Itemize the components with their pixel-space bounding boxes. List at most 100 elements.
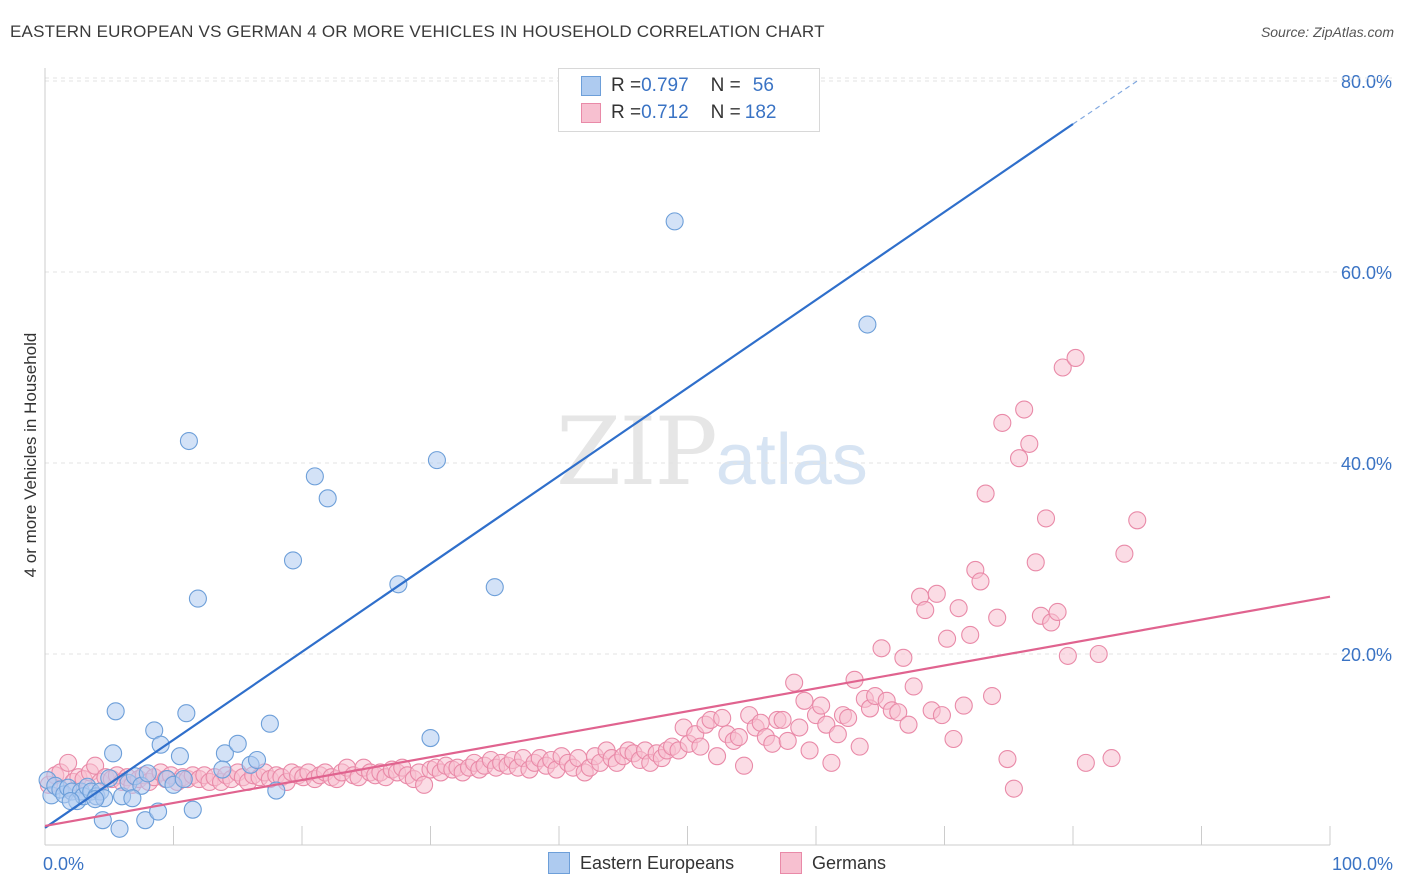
point-german — [961, 625, 980, 644]
point-german — [86, 756, 105, 775]
point-german — [971, 572, 990, 591]
point-german — [1115, 544, 1134, 563]
point-german — [1015, 400, 1034, 419]
point-german — [1036, 509, 1056, 528]
point-eastern-european — [174, 770, 193, 789]
point-german — [763, 734, 782, 753]
point-german — [1020, 434, 1039, 453]
point-german — [734, 756, 754, 775]
point-eastern-european — [318, 489, 337, 508]
point-german — [812, 696, 831, 715]
point-eastern-european — [104, 744, 123, 763]
point-eastern-european — [179, 431, 198, 451]
legend-label: Eastern Europeans — [580, 852, 735, 873]
legend-r-value: 0.712 — [641, 102, 689, 123]
point-eastern-european — [228, 734, 247, 753]
legend-label: Germans — [812, 852, 887, 873]
point-eastern-european — [183, 800, 202, 819]
point-eastern-european — [858, 315, 877, 334]
point-german — [1102, 749, 1121, 768]
point-german — [828, 725, 847, 744]
chart-title: EASTERN EUROPEAN VS GERMAN 4 OR MORE VEH… — [10, 22, 825, 41]
trendline-extension — [1072, 80, 1138, 125]
legend-row-eastern-europeans: R = 0.797 N = 56 — [581, 74, 774, 98]
y-tick-label: 20.0% — [1341, 645, 1392, 665]
point-german — [713, 708, 732, 728]
point-eastern-european — [665, 212, 684, 231]
point-eastern-european — [138, 764, 157, 783]
point-german — [691, 737, 710, 756]
legend-swatch-pink — [581, 103, 601, 123]
trendline-germans — [44, 595, 1331, 827]
point-eastern-european — [123, 789, 142, 808]
legend-r-value: 0.797 — [641, 75, 689, 96]
legend-n-value: 56 — [752, 75, 774, 96]
point-german — [1048, 602, 1067, 622]
legend-item-eastern-europeans[interactable]: Eastern Europeans — [548, 852, 734, 874]
point-german — [954, 696, 973, 715]
trendline-eastern-europeans — [44, 123, 1074, 829]
point-german — [949, 599, 968, 618]
series-legend: Eastern Europeans Germans — [0, 852, 1406, 876]
point-eastern-european — [177, 704, 196, 723]
point-german — [944, 729, 963, 749]
point-german — [795, 691, 814, 710]
legend-r-label: R = — [611, 102, 642, 123]
y-tick-label: 40.0% — [1341, 454, 1392, 474]
legend-row-germans: R = 0.712 N = 182 — [581, 101, 776, 125]
x-tick-label: 0.0% — [43, 854, 84, 874]
point-eastern-european — [170, 747, 189, 766]
point-german — [1089, 644, 1108, 664]
point-german — [889, 703, 908, 722]
point-german — [1128, 511, 1147, 530]
point-german — [1004, 779, 1023, 798]
point-german — [850, 737, 869, 756]
legend-item-germans[interactable]: Germans — [780, 852, 886, 874]
point-german — [1076, 753, 1095, 772]
point-german — [916, 601, 935, 620]
point-german — [785, 673, 804, 692]
point-eastern-european — [305, 467, 324, 486]
y-tick-label: 80.0% — [1341, 72, 1392, 92]
point-german — [976, 484, 995, 503]
legend-swatch-pink — [780, 852, 802, 874]
x-tick-label: 100.0% — [1332, 854, 1393, 874]
legend-n-value: 182 — [744, 102, 777, 123]
point-german — [938, 629, 957, 648]
point-eastern-european — [283, 551, 303, 570]
point-german — [59, 753, 78, 772]
point-german — [982, 686, 1002, 706]
point-eastern-european — [106, 702, 125, 721]
point-german — [988, 608, 1007, 627]
y-axis-label: 4 or more Vehicles in Household — [21, 333, 40, 578]
point-eastern-european — [427, 451, 446, 470]
point-german — [1009, 449, 1029, 468]
point-german — [1058, 646, 1077, 665]
legend-n-label: N = — [710, 102, 741, 123]
y-tick-label: 60.0% — [1341, 263, 1392, 283]
point-german — [729, 728, 748, 747]
point-german — [904, 677, 923, 696]
legend-r-label: R = — [611, 75, 642, 96]
legend-swatch-blue — [548, 852, 570, 874]
point-eastern-european — [110, 819, 129, 838]
point-german — [894, 648, 913, 667]
point-eastern-european — [188, 589, 207, 608]
point-german — [1066, 348, 1085, 368]
legend-n-label: N = — [710, 75, 741, 96]
legend-swatch-blue — [581, 76, 601, 96]
point-german — [927, 584, 946, 603]
point-german — [993, 413, 1012, 432]
point-german — [822, 753, 841, 772]
stats-legend: R = 0.797 N = 56 R = 0.712 N = 182 — [558, 68, 820, 132]
point-german — [708, 747, 727, 766]
point-eastern-european — [151, 735, 170, 754]
point-eastern-european — [247, 750, 267, 770]
point-german — [839, 708, 858, 728]
point-german — [778, 731, 797, 750]
source-label: Source: ZipAtlas.com — [1260, 24, 1394, 40]
point-german — [899, 715, 918, 734]
point-german — [998, 749, 1017, 769]
point-german — [790, 718, 809, 737]
